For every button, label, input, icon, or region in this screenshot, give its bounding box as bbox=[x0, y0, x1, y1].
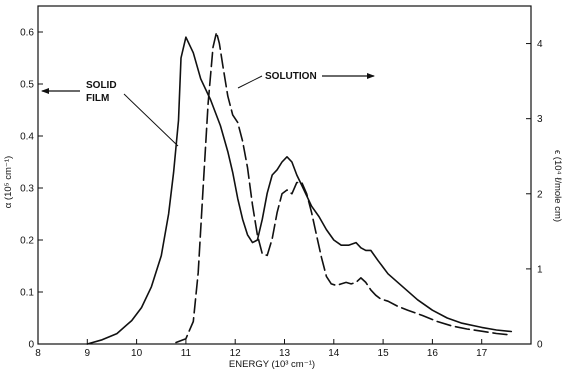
y-right-tick-label: 3 bbox=[537, 114, 543, 125]
y-right-ticks: 0 1 2 3 4 bbox=[526, 39, 543, 351]
x-tick-label: 14 bbox=[328, 348, 340, 359]
x-tick-label: 12 bbox=[230, 348, 242, 359]
x-axis-label: ENERGY (10³ cm⁻¹) bbox=[229, 359, 315, 370]
solution-pointer bbox=[237, 75, 263, 89]
y-right-tick-label: 1 bbox=[537, 264, 543, 275]
y-right-tick-label: 4 bbox=[537, 39, 543, 50]
solution-label: SOLUTION bbox=[265, 71, 317, 82]
solid-film-pointer bbox=[123, 93, 179, 147]
y-left-tick-label: 0 bbox=[28, 340, 34, 351]
y-left-tick-label: 0.4 bbox=[20, 132, 34, 143]
series-lines bbox=[86, 31, 513, 345]
x-tick-label: 10 bbox=[131, 348, 143, 359]
solid-film-label-line1: SOLID bbox=[86, 80, 117, 91]
x-ticks: 8 9 10 11 12 13 14 15 16 17 bbox=[35, 339, 488, 359]
y-left-tick-label: 0.3 bbox=[20, 184, 34, 195]
y-left-tick-label: 0.1 bbox=[20, 288, 34, 299]
y-left-ticks: 0 0.1 0.2 0.3 0.4 0.5 0.6 bbox=[20, 28, 43, 351]
x-tick-label: 16 bbox=[427, 348, 439, 359]
y-left-tick-label: 0.6 bbox=[20, 28, 34, 39]
solution-curve bbox=[175, 31, 513, 344]
y-right-tick-label: 2 bbox=[537, 189, 543, 200]
x-tick-label: 8 bbox=[35, 348, 41, 359]
x-tick-label: 11 bbox=[181, 348, 192, 359]
solid-film-label-line2: FILM bbox=[86, 93, 109, 104]
solid-film-curve bbox=[86, 36, 513, 345]
y-left-tick-label: 0.2 bbox=[20, 236, 34, 247]
plot-frame bbox=[37, 5, 532, 345]
x-tick-label: 15 bbox=[378, 348, 390, 359]
y-left-tick-label: 0.5 bbox=[20, 80, 34, 91]
x-tick-label: 13 bbox=[279, 348, 291, 359]
y-right-axis-label: ϵ (10⁴ ℓ/mole cm) bbox=[552, 150, 563, 222]
x-tick-label: 17 bbox=[476, 348, 488, 359]
y-right-tick-label: 0 bbox=[537, 340, 543, 351]
x-tick-label: 9 bbox=[85, 348, 91, 359]
y-left-axis-label: α (10⁵ cm⁻¹) bbox=[3, 156, 14, 208]
